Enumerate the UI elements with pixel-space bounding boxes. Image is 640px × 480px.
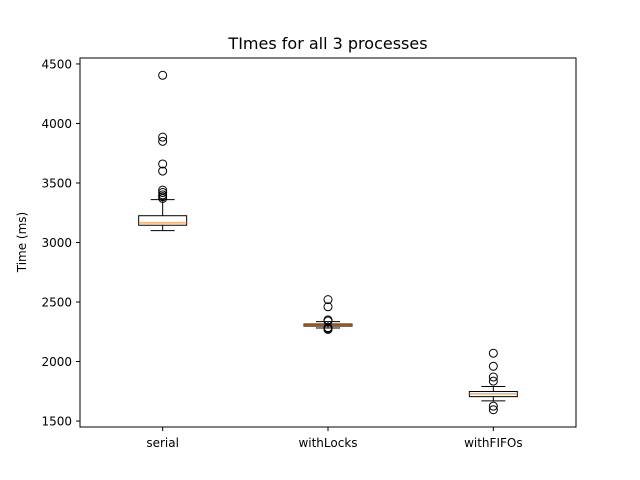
box-withLocks	[303, 295, 353, 334]
x-axis-ticks: serial withLocks withFIFOs	[146, 427, 523, 450]
box-body	[138, 215, 188, 226]
y-tick-label: 3000	[41, 236, 72, 250]
y-axis-label: Time (ms)	[15, 212, 29, 274]
outlier-point	[158, 185, 168, 195]
outlier-point	[323, 302, 333, 312]
outlier-point	[158, 188, 168, 198]
outlier-point	[488, 348, 498, 358]
outlier-point	[158, 136, 168, 146]
outlier-point	[158, 166, 168, 176]
box-serial	[138, 70, 188, 232]
outlier-point	[488, 405, 498, 415]
boxes-group	[138, 70, 518, 415]
outlier-point	[158, 159, 168, 169]
y-tick-label: 2500	[41, 296, 72, 310]
y-tick-label: 4500	[41, 57, 72, 71]
y-tick-label: 3500	[41, 176, 72, 190]
outlier-point	[158, 70, 168, 80]
box-withFIFOs	[468, 348, 518, 415]
y-axis-ticks: 1500 2000 2500 3000 3500 4000 4500	[41, 57, 80, 429]
outlier-point	[488, 361, 498, 371]
plot-area-frame	[79, 57, 577, 428]
y-tick-label: 4000	[41, 117, 72, 131]
outlier-point	[323, 315, 333, 325]
outlier-point	[488, 372, 498, 382]
outlier-point	[158, 132, 168, 142]
x-tick-label: withFIFOs	[464, 436, 523, 450]
x-tick-label: serial	[146, 436, 179, 450]
y-tick-label: 2000	[41, 355, 72, 369]
y-tick-label: 1500	[41, 415, 72, 429]
chart-title: TImes for all 3 processes	[227, 34, 427, 53]
outlier-point	[158, 190, 168, 200]
x-tick-label: withLocks	[298, 436, 357, 450]
outlier-point	[488, 401, 498, 411]
outlier-point	[323, 295, 333, 305]
outlier-point	[488, 376, 498, 386]
